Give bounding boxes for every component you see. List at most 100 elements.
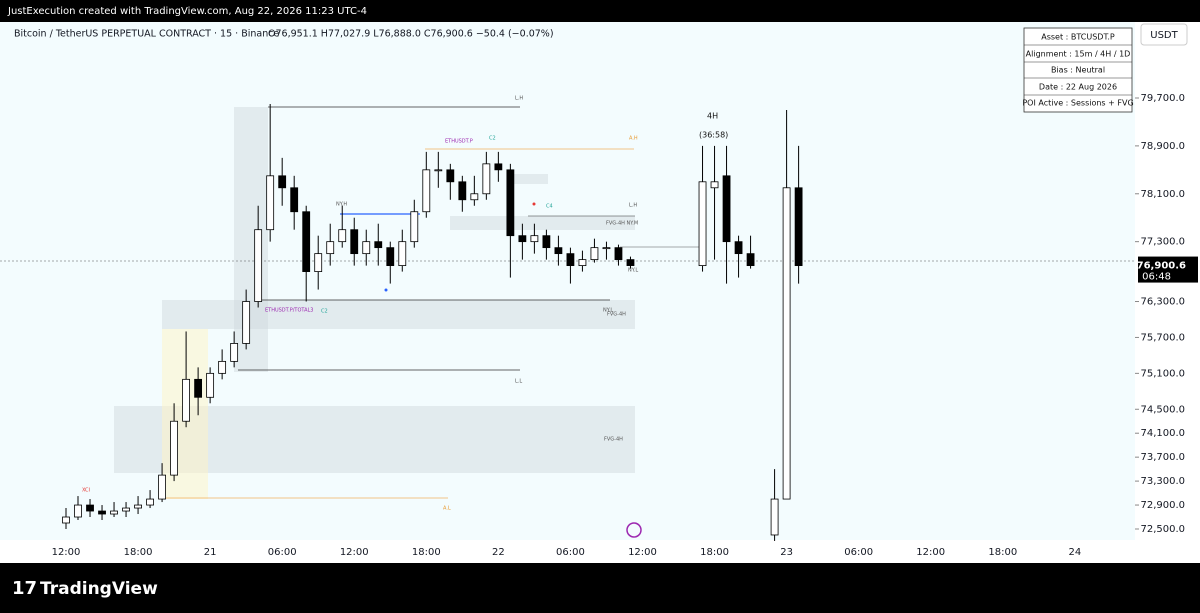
annotation: A.L	[443, 506, 451, 512]
candle-body	[314, 253, 323, 272]
top-bar	[0, 0, 1200, 22]
candle-body	[278, 175, 287, 189]
symbol: Bitcoin / TetherUS PERPETUAL CONTRACT · …	[14, 29, 279, 40]
annotation: C2	[321, 309, 328, 315]
zone	[510, 174, 548, 184]
x-tick-label: 18:00	[124, 547, 153, 558]
y-tick-label: 73,300.0	[1140, 476, 1185, 487]
candle-body	[710, 181, 719, 189]
candle-body	[122, 507, 130, 512]
x-tick-label: 22	[492, 547, 505, 558]
candle-body	[386, 247, 395, 267]
candle-body	[194, 378, 203, 398]
annotation: NY.L	[628, 268, 638, 274]
candle-body	[578, 259, 587, 267]
candle-body	[74, 504, 82, 518]
y-tick-label: 72,500.0	[1140, 524, 1185, 535]
alert-icon[interactable]	[626, 522, 642, 538]
annotation: 4H	[707, 112, 718, 121]
candle-body	[254, 229, 263, 302]
x-tick-label: 06:00	[268, 547, 297, 558]
y-tick-label: 74,100.0	[1140, 428, 1185, 439]
annotation: FVG-4H	[604, 437, 623, 443]
logo-mark: 17	[12, 578, 37, 599]
candle-body	[770, 498, 779, 536]
footer-bar	[0, 563, 1200, 613]
last-price-label: 76,900.6	[1137, 261, 1186, 272]
ohlc: O76,951.1 H77,027.9 L76,888.0 C76,900.6 …	[268, 29, 554, 40]
x-tick-label: 18:00	[988, 547, 1017, 558]
info-row: Bias : Neutral	[1051, 66, 1105, 75]
annotation: NY.H	[336, 202, 347, 208]
candle-body	[698, 181, 707, 267]
annotation: C4	[546, 204, 553, 210]
currency-button[interactable]	[1140, 23, 1188, 46]
candle-body	[434, 169, 443, 172]
annotation: (36:58)	[699, 131, 728, 140]
candle-body	[290, 187, 299, 213]
candle-body	[362, 241, 371, 255]
x-tick-label: 18:00	[412, 547, 441, 558]
info-box-frame	[1023, 27, 1133, 113]
annotation: A.H	[629, 136, 638, 142]
candle-body	[746, 253, 755, 267]
annotation: C2	[489, 136, 496, 142]
y-tick-label: 74,500.0	[1140, 404, 1185, 415]
zone	[162, 300, 635, 329]
info-row: Alignment : 15m / 4H / 1D	[1026, 50, 1131, 59]
chart-marks: 72,500.0 72,900.0 73,300.0 73,700.0 74,100.0…	[0, 48, 1200, 563]
x-tick-label: 21	[204, 547, 217, 558]
y-tick-label: 78,900.0	[1140, 141, 1185, 152]
candle-body	[266, 175, 275, 231]
candle-body	[734, 241, 743, 255]
annotation: XCI	[82, 488, 90, 494]
candle-body	[374, 241, 383, 249]
candle-body	[602, 247, 611, 250]
info-row: Asset : BTCUSDT.P	[1041, 33, 1115, 42]
candle-body	[170, 420, 178, 476]
candle-body	[350, 229, 359, 255]
candle-body	[518, 235, 527, 243]
y-axis-strip	[1135, 48, 1200, 540]
candle-body	[410, 211, 419, 243]
y-tick-label: 76,300.0	[1140, 297, 1185, 308]
x-tick-label: 24	[1068, 547, 1081, 558]
last-price-tag	[1138, 256, 1198, 283]
candle-body	[62, 516, 70, 524]
annotation: L.H	[629, 203, 637, 209]
annotation: NY.L	[603, 308, 613, 314]
candle-body	[446, 169, 455, 183]
y-tick-label: 75,700.0	[1140, 332, 1185, 343]
x-tick-label: 12:00	[628, 547, 657, 558]
info-box: Asset : BTCUSDT.P Alignment : 15m / 4H /…	[1022, 27, 1134, 113]
x-tick-label: 06:00	[844, 547, 873, 558]
dot	[384, 288, 388, 292]
candle-body	[422, 169, 431, 213]
candle-body	[590, 247, 599, 261]
candle-body	[530, 235, 539, 243]
candle-body	[86, 504, 94, 512]
candle-body	[242, 301, 251, 344]
y-tick-label: 72,900.0	[1140, 500, 1185, 511]
currency-label[interactable]: USDT	[1150, 30, 1178, 41]
y-tick-label: 77,300.0	[1140, 237, 1185, 248]
annotation: FVG-4H	[607, 312, 626, 318]
candle-body	[482, 163, 491, 195]
candle-body	[302, 211, 311, 272]
candle-body	[794, 187, 803, 267]
annotation: L.H	[515, 96, 523, 102]
x-axis-strip	[0, 540, 1200, 563]
y-tick-label: 79,700.0	[1140, 93, 1185, 104]
annotation: FVG-4H NY.M	[606, 221, 638, 227]
countdown: 06:48	[1142, 272, 1171, 283]
candle-body	[218, 360, 227, 374]
info-row: Date : 22 Aug 2026	[1039, 83, 1117, 92]
y-tick-label: 75,100.0	[1140, 368, 1185, 379]
candle-body	[110, 510, 118, 515]
annotation: L.L	[515, 379, 522, 385]
candle-body	[626, 259, 635, 266]
candle-body	[134, 504, 142, 509]
candle-body	[182, 378, 191, 422]
candle-body	[614, 247, 623, 261]
